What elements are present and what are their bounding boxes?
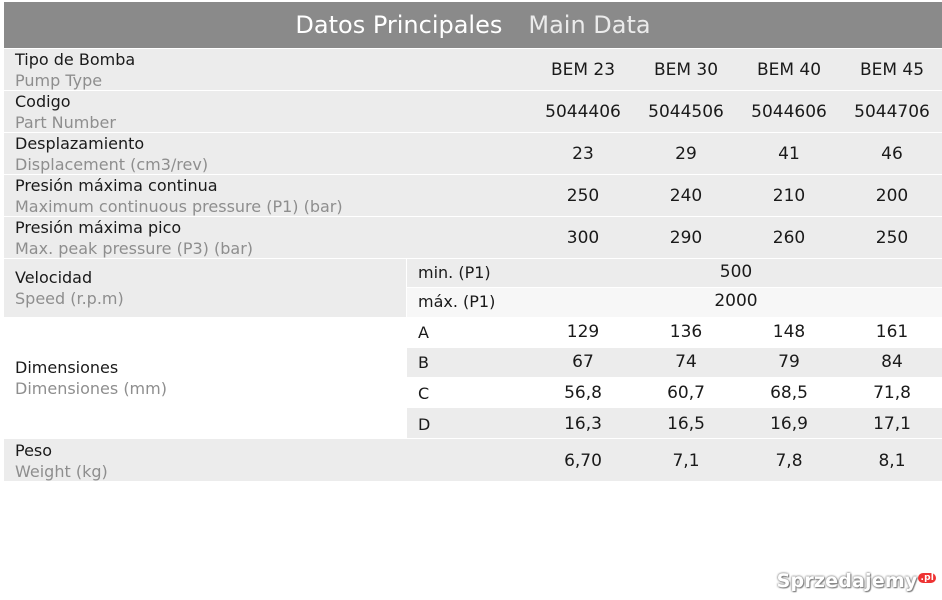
table-row-pump-type: Tipo de Bomba Pump Type BEM 23 BEM 30 BE… (4, 49, 942, 90)
speed-max-label: máx. (P1) (418, 292, 496, 311)
dim-b-1: 67 (572, 352, 594, 372)
weight-4: 8,1 (878, 451, 906, 471)
max-cont-1: 250 (566, 186, 600, 206)
table-row-weight: Peso Weight (kg) 6,70 7,1 7,8 8,1 (4, 439, 942, 481)
model-3: BEM 40 (756, 60, 822, 80)
row-label-en: Dimensiones (mm) (15, 379, 167, 398)
row-label-en: Pump Type (15, 71, 103, 90)
max-peak-1: 300 (566, 228, 600, 248)
weight-2: 7,1 (672, 451, 700, 471)
displacement-1: 23 (572, 144, 594, 164)
row-label-es: Codigo (15, 92, 71, 111)
row-label-es: Tipo de Bomba (15, 50, 136, 69)
dim-c-4: 71,8 (873, 383, 911, 403)
weight-1: 6,70 (564, 451, 602, 471)
dimension-label-c: C (418, 384, 430, 403)
dimension-label-d: D (418, 415, 431, 434)
watermark-badge: .pl (918, 572, 936, 583)
table-row-dimensions: Dimensiones Dimensiones (mm) A 129 136 1… (4, 318, 942, 438)
table-row-max-continuous-pressure: Presión máxima continua Maximum continuo… (4, 175, 942, 216)
part-number-3: 5044606 (751, 102, 827, 122)
title-es: Datos Principales (295, 11, 503, 39)
dimension-label-a: A (418, 323, 429, 342)
row-label-es: Desplazamiento (15, 134, 145, 153)
row-label-es: Presión máxima continua (15, 176, 218, 195)
speed-min-cell (407, 259, 942, 287)
dim-d-2: 16,5 (667, 414, 705, 434)
row-label-en: Maximum continuous pressure (P1) (bar) (15, 197, 343, 216)
max-cont-4: 200 (875, 186, 909, 206)
dim-a-1: 129 (566, 322, 600, 342)
speed-max-cell (407, 288, 942, 317)
speed-min-label: min. (P1) (418, 263, 491, 282)
row-label-en: Max. peak pressure (P3) (bar) (15, 239, 254, 258)
dim-c-1: 56,8 (564, 383, 602, 403)
speed-min-value: 500 (719, 262, 753, 282)
max-peak-2: 290 (669, 228, 703, 248)
part-number-2: 5044506 (648, 102, 724, 122)
row-label-es: Dimensiones (15, 358, 119, 377)
displacement-4: 46 (881, 144, 903, 164)
dim-d-4: 17,1 (873, 414, 911, 434)
displacement-3: 41 (778, 144, 800, 164)
dim-a-4: 161 (875, 322, 909, 342)
max-peak-3: 260 (772, 228, 806, 248)
speed-label-cell (4, 259, 406, 317)
part-number-4: 5044706 (854, 102, 930, 122)
weight-3: 7,8 (775, 451, 803, 471)
dim-a-3: 148 (772, 322, 806, 342)
dim-b-4: 84 (881, 352, 903, 372)
max-cont-2: 240 (669, 186, 703, 206)
row-label-es: Presión máxima pico (15, 218, 182, 237)
model-1: BEM 23 (550, 60, 616, 80)
max-peak-4: 250 (875, 228, 909, 248)
dimension-label-b: B (418, 353, 429, 372)
dim-c-2: 60,7 (667, 383, 705, 403)
watermark-text: Sprzedajemy (776, 570, 918, 592)
displacement-2: 29 (675, 144, 697, 164)
dimension-row-c (407, 378, 942, 407)
row-label-en: Displacement (cm3/rev) (15, 155, 209, 174)
dimension-row-d (407, 408, 942, 438)
watermark-logo: Sprzedajemy .pl (777, 570, 936, 592)
table-row-max-peak-pressure: Presión máxima pico Max. peak pressure (… (4, 217, 942, 258)
table-row-displacement: Desplazamiento Displacement (cm3/rev) 23… (4, 133, 942, 174)
dimensions-label-cell (4, 318, 406, 438)
dim-d-3: 16,9 (770, 414, 808, 434)
row-label-es: Peso (15, 441, 53, 460)
max-cont-3: 210 (772, 186, 806, 206)
row-label-en: Weight (kg) (15, 462, 108, 481)
dim-c-3: 68,5 (770, 383, 808, 403)
dim-b-3: 79 (778, 352, 800, 372)
row-label-en: Speed (r.p.m) (15, 289, 124, 308)
table-row-speed: Velocidad Speed (r.p.m) min. (P1) 500 má… (4, 259, 942, 317)
table-header: Datos Principales Main Data (4, 2, 942, 48)
dim-d-1: 16,3 (564, 414, 602, 434)
model-2: BEM 30 (653, 60, 719, 80)
dim-a-2: 136 (669, 322, 703, 342)
part-number-1: 5044406 (545, 102, 621, 122)
table-row-part-number: Codigo Part Number 5044406 5044506 50446… (4, 91, 942, 132)
model-4: BEM 45 (859, 60, 925, 80)
dimension-row-b (407, 348, 942, 377)
title-en: Main Data (528, 11, 651, 39)
row-label-en: Part Number (15, 113, 116, 132)
dim-b-2: 74 (675, 352, 697, 372)
dimension-row-a (407, 318, 942, 347)
speed-max-value: 2000 (714, 291, 758, 311)
row-label-es: Velocidad (15, 268, 93, 287)
